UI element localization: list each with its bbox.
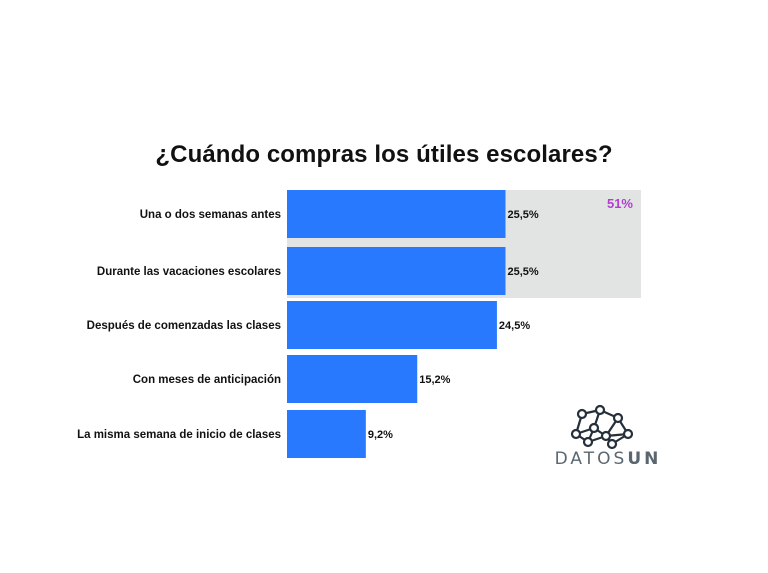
- network-nodes-icon: [570, 404, 634, 450]
- category-label: La misma semana de inicio de clases: [77, 429, 281, 441]
- value-label: 9,2%: [368, 429, 393, 441]
- category-label: Con meses de anticipación: [133, 374, 281, 386]
- category-label: Después de comenzadas las clases: [87, 320, 281, 332]
- value-label: 25,5%: [508, 209, 539, 221]
- category-label: Durante las vacaciones escolares: [97, 266, 281, 278]
- value-label: 24,5%: [499, 320, 530, 332]
- highlight-label: 51%: [607, 196, 633, 211]
- brand-logo-text: DATOSUN: [548, 449, 668, 469]
- bar: [287, 190, 506, 238]
- chart-title: ¿Cuándo compras los útiles escolares?: [155, 141, 613, 168]
- brand-logo-light: DATOS: [554, 449, 628, 469]
- category-label: Una o dos semanas antes: [140, 209, 281, 221]
- value-label: 15,2%: [419, 374, 450, 386]
- value-label: 25,5%: [508, 266, 539, 278]
- bar: [287, 410, 366, 458]
- bar: [287, 247, 506, 295]
- brand-logo-bold: UN: [627, 449, 662, 469]
- bar: [287, 355, 418, 403]
- bar: [287, 301, 497, 349]
